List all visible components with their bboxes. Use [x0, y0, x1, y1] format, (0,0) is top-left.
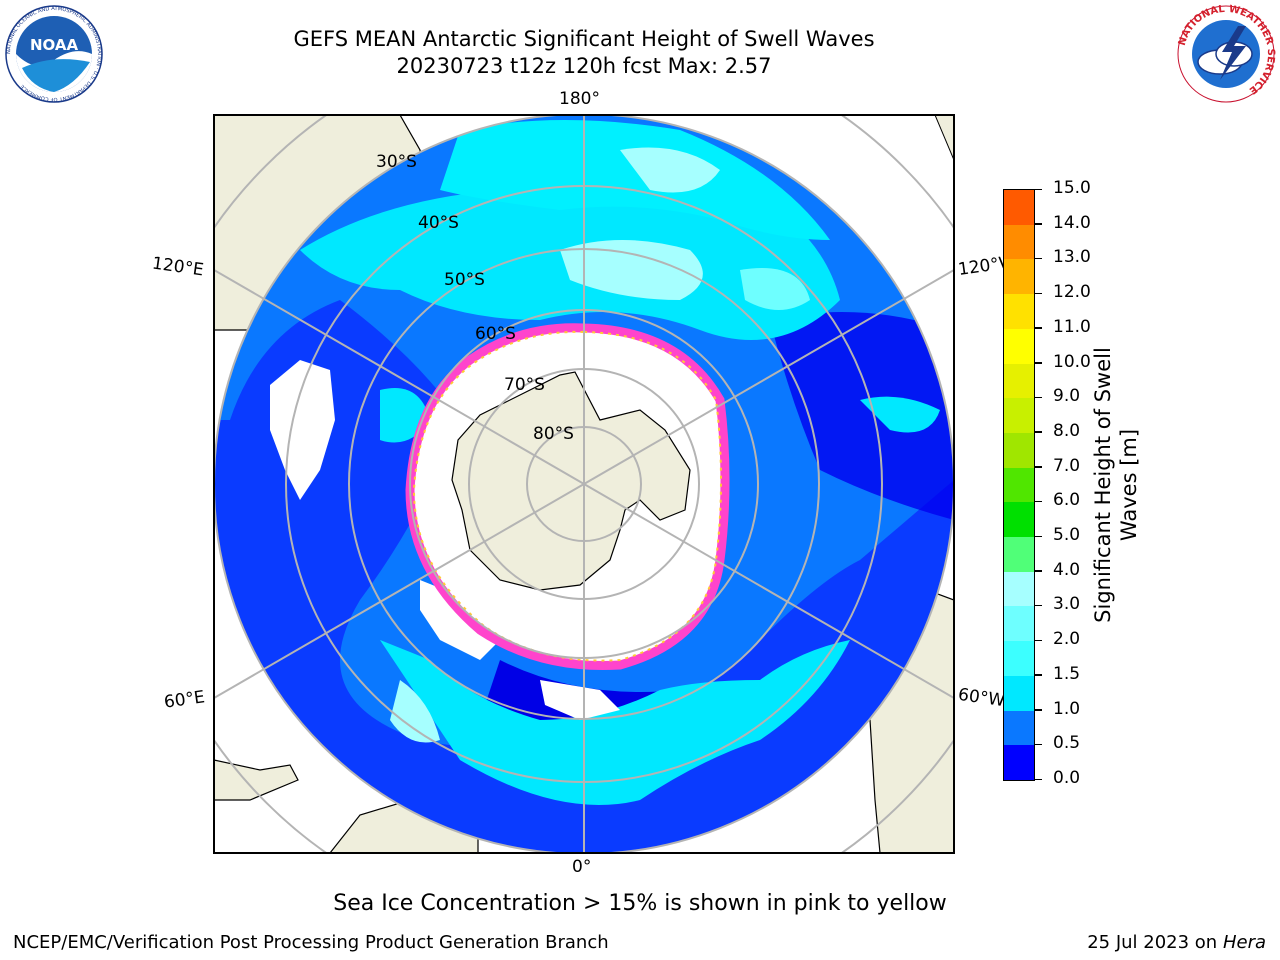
colorbar-tick-label: 9.0 [1053, 386, 1081, 407]
colorbar-segment [1004, 398, 1034, 433]
colorbar-tick-mark [1034, 223, 1042, 225]
colorbar-tick-label: 10.0 [1053, 351, 1091, 372]
colorbar-tick-label: 6.0 [1053, 490, 1081, 511]
colorbar [1003, 189, 1035, 781]
colorbar-tick-mark [1034, 709, 1042, 711]
lon-label-0: 0° [572, 857, 592, 877]
colorbar-tick-label: 0.0 [1053, 768, 1081, 788]
colorbar-segment [1004, 710, 1034, 746]
lat-label-50s: 50°S [444, 270, 485, 290]
graticule [214, 115, 954, 853]
colorbar-segment [1004, 363, 1034, 399]
colorbar-tick-label: 2.0 [1053, 629, 1081, 650]
footer-date: 25 Jul 2023 on Hera [1087, 932, 1266, 953]
colorbar-tick-mark [1034, 431, 1042, 433]
chart-subtitle: 20230723 t12z 120h fcst Max: 2.57 [396, 54, 772, 78]
colorbar-tick-label: 15.0 [1053, 178, 1091, 198]
colorbar-tick-label: 1.5 [1053, 663, 1081, 684]
lat-label-70s: 70°S [504, 375, 545, 395]
colorbar-segment [1004, 641, 1034, 676]
colorbar-segment [1004, 606, 1034, 642]
colorbar-tick-label: 7.0 [1053, 455, 1081, 476]
map-frame [213, 114, 955, 854]
colorbar-tick-mark [1034, 188, 1042, 190]
colorbar-segment [1004, 467, 1034, 503]
colorbar-segment [1004, 328, 1034, 364]
colorbar-segment [1004, 537, 1034, 572]
nws-logo: NATIONAL WEATHER SERVICE [1177, 4, 1276, 103]
colorbar-tick-mark [1034, 743, 1042, 746]
colorbar-segment [1004, 502, 1034, 538]
colorbar-tick-mark [1034, 604, 1042, 607]
colorbar-segment [1004, 294, 1034, 329]
colorbar-segment [1004, 190, 1034, 225]
colorbar-segment [1004, 675, 1034, 711]
lat-label-40s: 40°S [418, 213, 459, 233]
colorbar-tick-label: 5.0 [1053, 525, 1081, 546]
colorbar-segment [1004, 571, 1034, 607]
lat-label-30s: 30°S [376, 152, 417, 172]
colorbar-tick-label: 8.0 [1053, 420, 1081, 441]
footer-machine: Hera [1222, 932, 1266, 953]
colorbar-tick-mark [1034, 292, 1042, 295]
colorbar-segment [1004, 224, 1034, 260]
noaa-logo-text: NOAA [30, 36, 79, 54]
colorbar-tick-mark [1034, 257, 1042, 260]
colorbar-tick-mark [1034, 535, 1042, 538]
antarctica [451, 371, 691, 591]
lon-label-180: 180° [559, 89, 600, 109]
colorbar-tick-label: 13.0 [1053, 247, 1091, 268]
colorbar-tick-mark [1034, 639, 1042, 642]
colorbar-tick-mark [1034, 362, 1042, 364]
lat-label-80s: 80°S [533, 424, 574, 444]
colorbar-tick-mark [1034, 396, 1042, 399]
colorbar-tick-mark [1034, 778, 1042, 780]
colorbar-tick-mark [1034, 570, 1042, 572]
colorbar-tick-mark [1034, 674, 1042, 676]
sea-ice-caption: Sea Ice Concentration > 15% is shown in … [333, 891, 947, 916]
colorbar-tick-label: 0.5 [1053, 733, 1081, 754]
colorbar-tick-label: 1.0 [1053, 698, 1081, 719]
colorbar-tick-mark [1034, 466, 1042, 468]
colorbar-tick-label: 4.0 [1053, 559, 1081, 580]
footer-producer: NCEP/EMC/Verification Post Processing Pr… [13, 932, 609, 953]
colorbar-title: Significant Height of Swell Waves [m] [1091, 347, 1141, 623]
colorbar-segment [1004, 259, 1034, 295]
noaa-logo: NOAA NATIONAL OCEANIC AND ATMOSPHERIC AD… [5, 5, 103, 103]
colorbar-segment [1004, 432, 1034, 468]
colorbar-tick-label: 14.0 [1053, 212, 1091, 233]
colorbar-tick-mark [1034, 327, 1042, 329]
colorbar-segment [1004, 745, 1034, 780]
colorbar-tick-label: 12.0 [1053, 282, 1091, 303]
chart-title: GEFS MEAN Antarctic Significant Height o… [293, 27, 875, 51]
colorbar-tick-mark [1034, 500, 1042, 503]
colorbar-tick-label: 3.0 [1053, 594, 1081, 615]
footer-date-text: 25 Jul 2023 on [1087, 932, 1223, 953]
lat-label-60s: 60°S [475, 324, 516, 344]
colorbar-tick-label: 11.0 [1053, 316, 1091, 337]
